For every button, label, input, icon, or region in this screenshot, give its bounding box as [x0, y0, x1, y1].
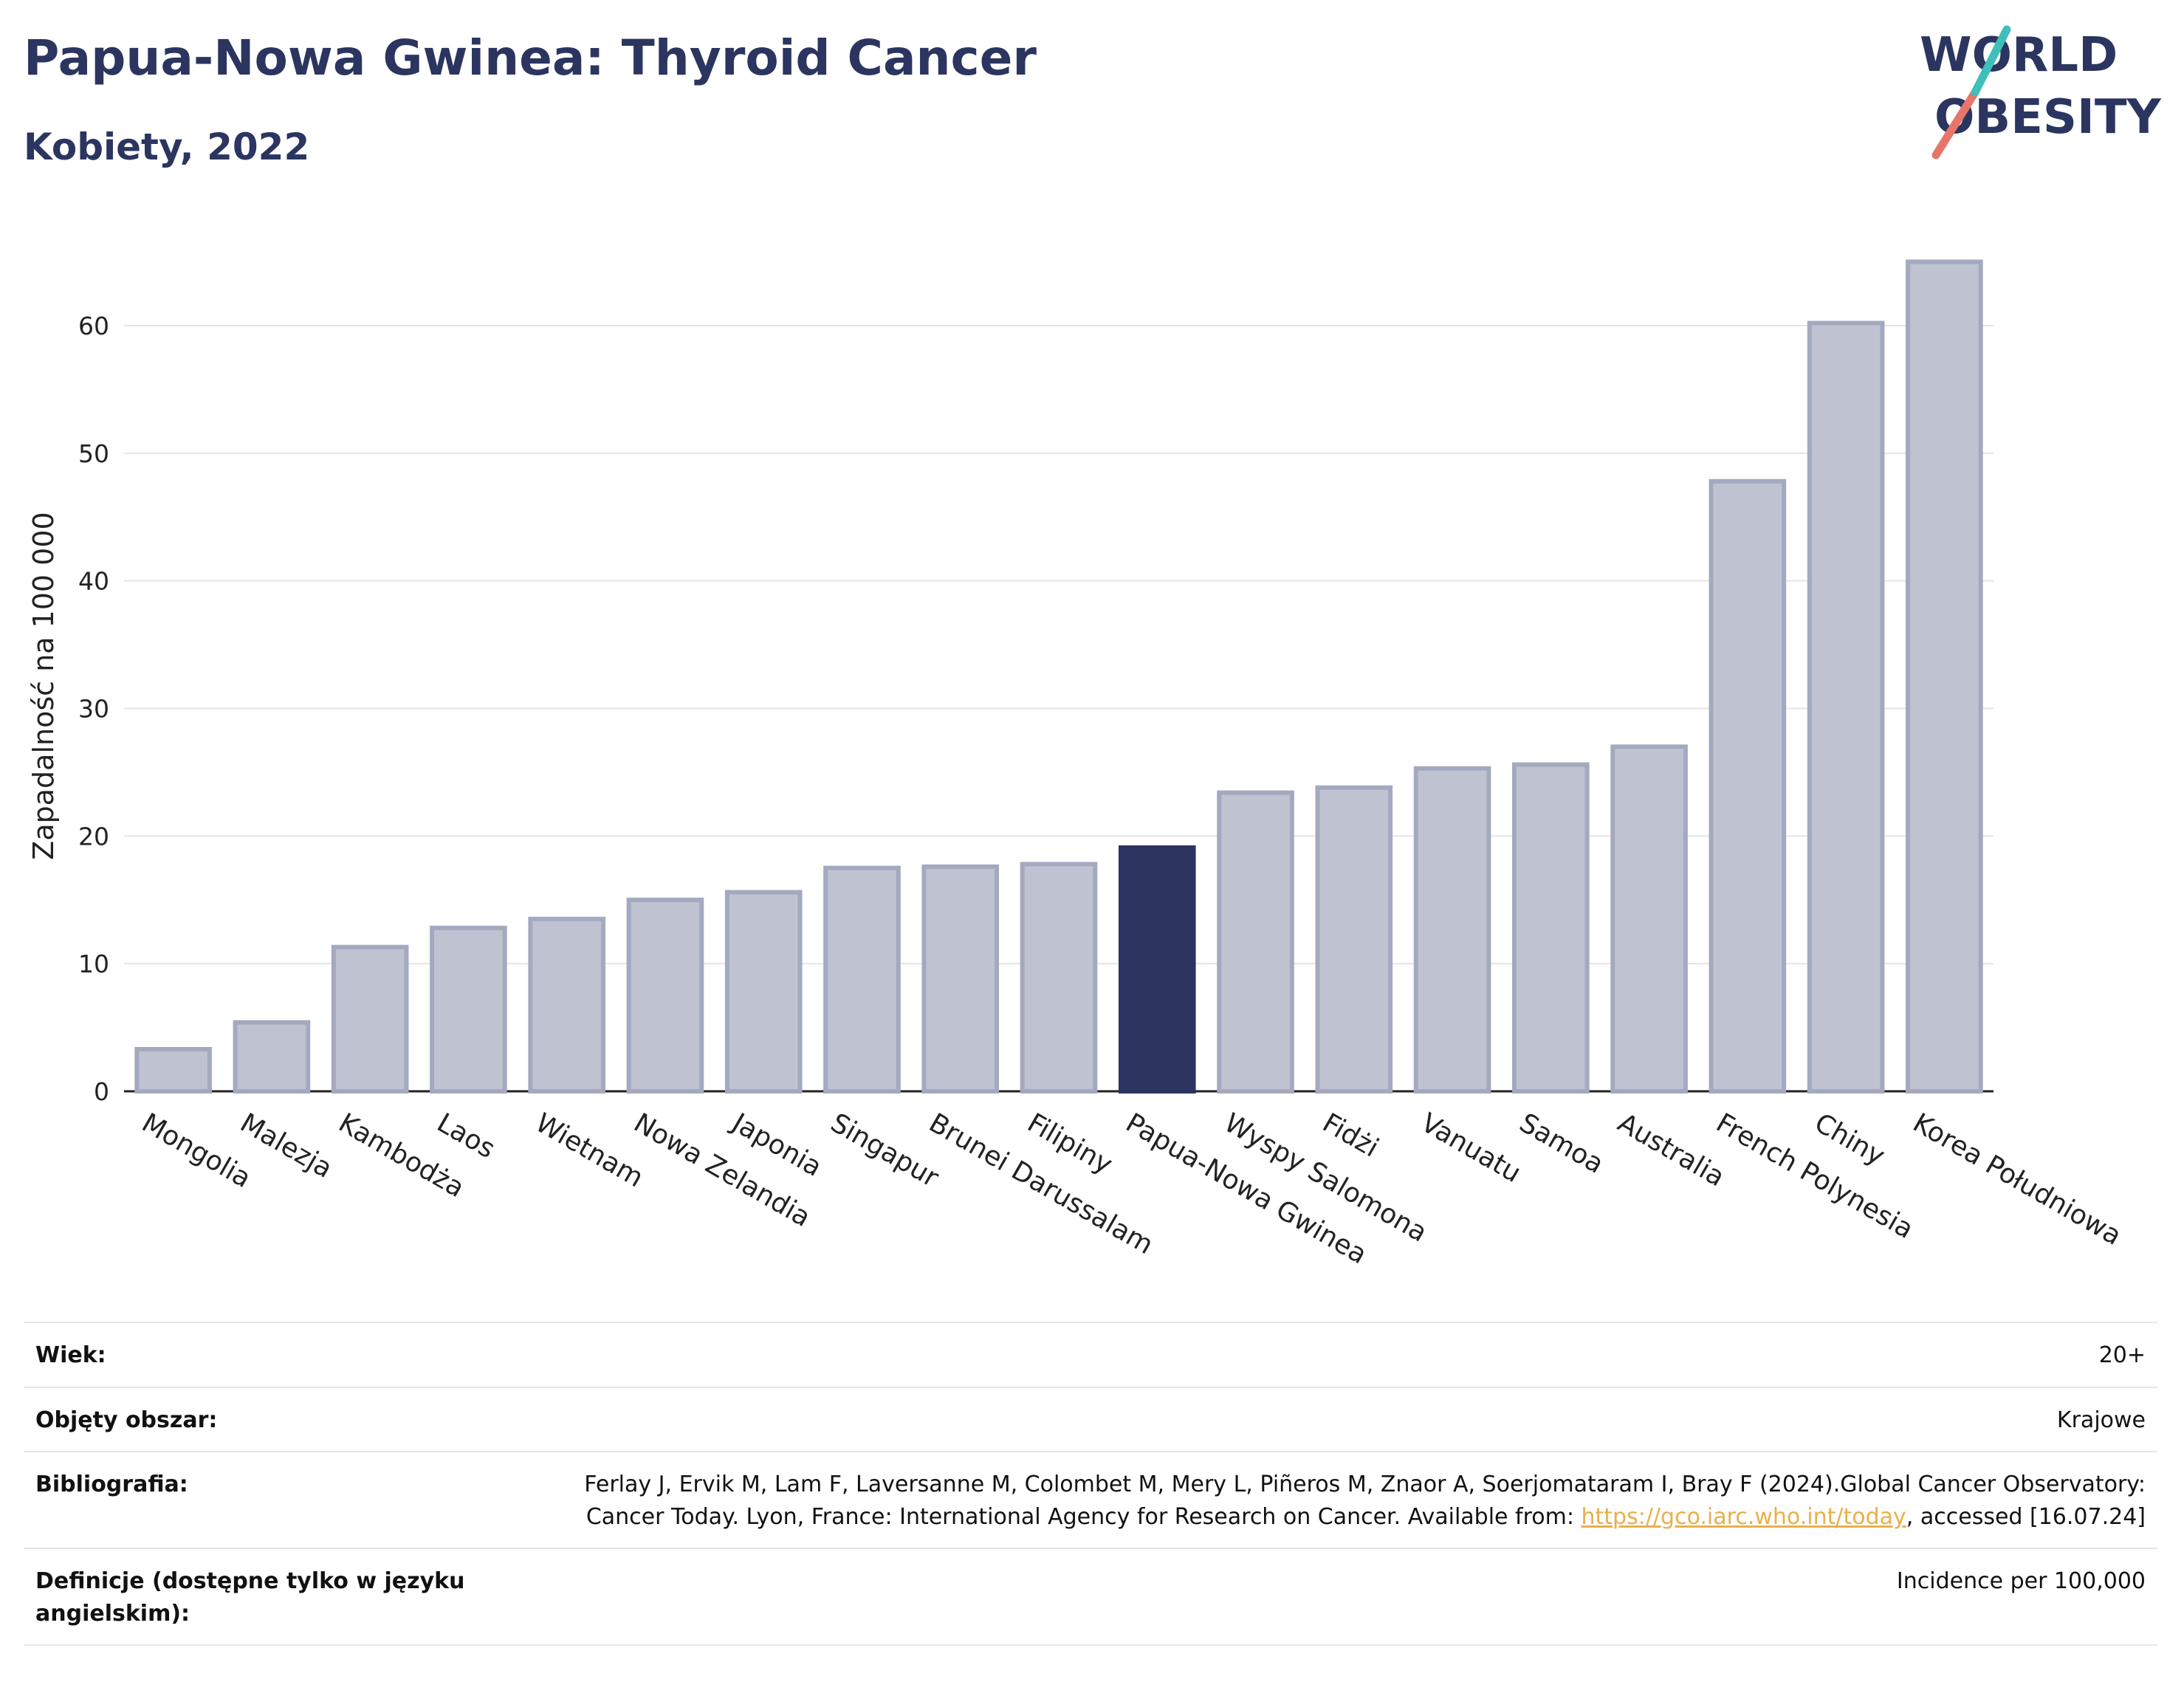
meta-value: 20+ — [2098, 1342, 2146, 1368]
x-category-label: Fidżi — [1317, 1108, 1384, 1163]
bar-papua-nowa-gwinea — [1118, 845, 1196, 1094]
meta-row-area: Objęty obszar: Krajowe — [24, 1387, 2157, 1452]
y-tick-label: 10 — [78, 950, 109, 978]
bar-singapur — [823, 865, 901, 1094]
meta-label: Objęty obszar: — [35, 1407, 218, 1433]
bar-samoa — [1512, 762, 1590, 1094]
logo-slash-teal — [1971, 25, 2011, 97]
bar-brunei-darussalam — [921, 864, 1000, 1094]
bar-wietnam — [528, 916, 605, 1094]
bar-wyspy-salomona — [1217, 790, 1294, 1094]
page-subtitle: Kobiety, 2022 — [24, 126, 310, 168]
logo-line-world: WORLD — [1920, 28, 2118, 83]
bar-french-polynesia — [1709, 478, 1787, 1094]
x-category-label: Laos — [432, 1108, 500, 1164]
meta-value: Incidence per 100,000 — [1896, 1568, 2146, 1594]
y-tick-label: 50 — [78, 439, 109, 468]
x-category-label: Korea Południowa — [1908, 1108, 2126, 1252]
meta-label: Bibliografia: — [35, 1472, 188, 1497]
meta-label: Definicje (dostępne tylko w języku angie… — [35, 1568, 465, 1627]
meta-row-bibliography: Bibliografia: Ferlay J, Ervik M, Lam F, … — [24, 1452, 2157, 1548]
bar-vanuatu — [1413, 766, 1491, 1094]
x-category-label: Vanuatu — [1416, 1108, 1526, 1189]
bar-chiny — [1807, 320, 1885, 1094]
bars — [134, 259, 1983, 1094]
logo-slash-red — [1931, 88, 1979, 159]
bar-japonia — [724, 890, 803, 1094]
bar-fid-i — [1315, 785, 1393, 1094]
bibliography-link[interactable]: https://gco.iarc.who.int/today — [1581, 1503, 1906, 1530]
y-axis-label: Zapadalność na 100 000 — [27, 512, 60, 859]
meta-row-age: Wiek: 20+ — [24, 1322, 2157, 1387]
y-axis-ticks: 0 10 20 30 40 50 60 — [78, 312, 109, 1106]
bibliography-text: Ferlay J, Ervik M, Lam F, Laversanne M, … — [584, 1472, 2146, 1530]
page-title: Papua-Nowa Gwinea: Thyroid Cancer — [24, 30, 1037, 86]
bar-korea-po-udniowa — [1906, 259, 1983, 1094]
bar-malezja — [233, 1020, 311, 1094]
meta-value: Krajowe — [2056, 1407, 2146, 1433]
y-tick-label: 40 — [78, 567, 109, 596]
world-obesity-logo: WORLD OBESITY — [1920, 25, 2161, 159]
meta-value: Ferlay J, Ervik M, Lam F, Laversanne M, … — [490, 1452, 2157, 1548]
bar-kambod-a — [331, 944, 409, 1094]
bibliography-accessed: , accessed [16.07.24] — [1906, 1503, 2146, 1530]
metadata-table: Wiek: 20+ Objęty obszar: Krajowe Bibliog… — [24, 1322, 2157, 1646]
x-category-label: Nowa Zelandia — [628, 1108, 815, 1233]
meta-label: Wiek: — [35, 1342, 106, 1368]
bar-nowa-zelandia — [626, 897, 704, 1094]
bar-mongolia — [134, 1046, 212, 1094]
y-tick-label: 0 — [94, 1077, 109, 1106]
y-tick-label: 60 — [78, 312, 109, 340]
meta-row-definitions: Definicje (dostępne tylko w języku angie… — [24, 1548, 2157, 1645]
y-tick-label: 30 — [78, 694, 109, 723]
bar-laos — [430, 925, 507, 1094]
x-category-label: Wietnam — [530, 1108, 648, 1193]
x-category-label: Samoa — [1514, 1108, 1609, 1180]
x-category-label: Singapur — [825, 1108, 944, 1193]
bar-filipiny — [1020, 862, 1098, 1094]
x-category-label: Australia — [1613, 1108, 1729, 1192]
bar-australia — [1610, 744, 1688, 1094]
y-tick-label: 20 — [78, 822, 109, 851]
x-category-label: Mongolia — [137, 1108, 256, 1194]
